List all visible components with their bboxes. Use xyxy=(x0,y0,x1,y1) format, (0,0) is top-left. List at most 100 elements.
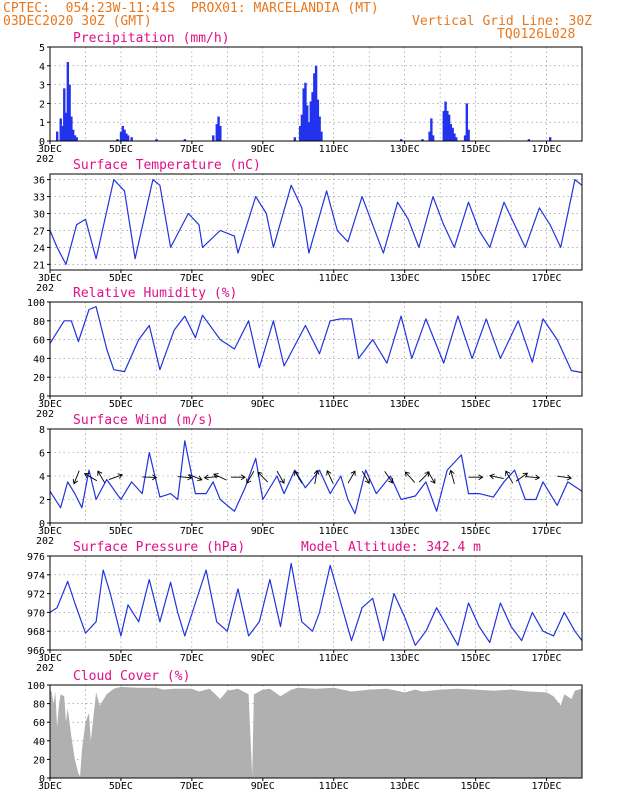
precip-bar xyxy=(121,125,125,141)
y-tick-label: 40 xyxy=(33,737,45,748)
wind-arrow xyxy=(418,471,430,483)
wind-arrow xyxy=(489,473,504,480)
precip-bar xyxy=(215,124,218,141)
precip-bar xyxy=(316,99,320,141)
y-tick-label: 0 xyxy=(39,392,45,403)
y-tick-label: 0 xyxy=(39,519,45,530)
y-tick-label: 33 xyxy=(33,193,45,204)
precip-bar xyxy=(212,135,215,141)
y-tick-label: 976 xyxy=(27,552,45,563)
precip-bar xyxy=(313,73,316,141)
x-tick-label: 5DEC xyxy=(109,653,133,664)
wind-arrow xyxy=(213,473,227,481)
x-tick-label-cut: 202 xyxy=(36,409,54,420)
wind-arrow xyxy=(257,471,269,483)
header-datetime: 03DEC2020 30Z (GMT) xyxy=(3,14,152,29)
wind-arrow xyxy=(108,473,123,481)
x-tick-label-cut: 202 xyxy=(36,154,54,165)
x-tick-label: 9DEC xyxy=(251,526,275,537)
y-tick-label: 60 xyxy=(33,336,45,347)
wind-arrow xyxy=(505,470,514,484)
precip-bar xyxy=(183,139,187,141)
x-tick-label: 13DEC xyxy=(390,273,420,284)
wind-arrow xyxy=(294,470,303,484)
y-tick-label: 0 xyxy=(39,774,45,785)
precip-bar xyxy=(430,118,433,141)
x-tick-label: 7DEC xyxy=(180,653,204,664)
x-tick-label: 5DEC xyxy=(109,781,133,792)
x-tick-label: 3DEC xyxy=(38,653,62,664)
x-tick-label: 9DEC xyxy=(251,399,275,410)
precip-bar xyxy=(311,92,314,141)
precip-bar xyxy=(527,139,531,141)
y-tick-label: 1 xyxy=(39,118,45,129)
y-tick-label: 21 xyxy=(33,260,45,271)
x-tick-label: 15DEC xyxy=(461,144,491,155)
precip-bar xyxy=(55,131,59,141)
precip-bar xyxy=(298,125,302,141)
precip-bar xyxy=(71,129,75,141)
precip-bar xyxy=(68,84,71,141)
x-tick-label: 13DEC xyxy=(390,526,420,537)
y-tick-label: 974 xyxy=(27,571,45,582)
x-tick-label: 7DEC xyxy=(180,399,204,410)
x-tick-label: 15DEC xyxy=(461,273,491,284)
y-tick-label: 2 xyxy=(39,496,45,507)
y-tick-label: 0 xyxy=(39,137,45,148)
x-tick-label-cut: 202 xyxy=(36,536,54,547)
precip-bar xyxy=(451,127,454,141)
precip-bar xyxy=(428,131,431,141)
y-tick-label: 36 xyxy=(33,176,45,187)
y-tick-label: 30 xyxy=(33,210,45,221)
precip-bar xyxy=(454,137,458,141)
x-tick-label: 13DEC xyxy=(390,399,420,410)
x-tick-label: 17DEC xyxy=(531,526,561,537)
y-tick-label: 2 xyxy=(39,99,45,110)
x-tick-label: 17DEC xyxy=(531,273,561,284)
x-tick-label: 13DEC xyxy=(390,653,420,664)
x-tick-label: 5DEC xyxy=(109,399,133,410)
wind-arrow xyxy=(276,470,285,484)
y-tick-label: 40 xyxy=(33,354,45,365)
y-tick-label: 80 xyxy=(33,700,45,711)
panel-frame xyxy=(49,301,583,397)
precip-bar xyxy=(300,114,304,141)
y-tick-label: 966 xyxy=(27,646,45,657)
y-tick-label: 4 xyxy=(39,62,45,73)
precip-bar xyxy=(314,65,318,141)
wind-arrow xyxy=(83,473,98,482)
x-tick-label: 15DEC xyxy=(461,653,491,664)
x-tick-label: 11DEC xyxy=(319,144,349,155)
precip-bar xyxy=(442,110,445,141)
precip-bar xyxy=(320,131,323,141)
y-tick-label: 6 xyxy=(39,449,45,460)
temperature-series-line xyxy=(49,179,583,265)
x-tick-label: 17DEC xyxy=(531,653,561,664)
precip-bar xyxy=(400,139,403,141)
x-tick-label: 7DEC xyxy=(180,144,204,155)
precip-bar xyxy=(123,129,126,141)
wind-arrow xyxy=(97,470,106,484)
wind-arrow xyxy=(326,470,334,484)
precip-bar xyxy=(125,133,128,141)
precip-bar xyxy=(217,116,220,141)
y-tick-label: 20 xyxy=(33,755,45,766)
x-tick-label: 11DEC xyxy=(319,399,349,410)
y-tick-label: 100 xyxy=(27,298,45,309)
precip-bar xyxy=(463,135,467,141)
panel-frame xyxy=(49,555,583,651)
wind-arrow xyxy=(142,474,158,481)
panel-title: Precipitation (mm/h) xyxy=(73,31,230,46)
y-tick-label: 5 xyxy=(39,43,45,54)
precip-bar xyxy=(421,139,424,141)
precip-bar xyxy=(63,88,66,141)
x-tick-label: 11DEC xyxy=(319,781,349,792)
wind-arrow xyxy=(448,469,455,485)
wind-arrow xyxy=(384,471,394,484)
y-tick-label: 970 xyxy=(27,608,45,619)
y-tick-label: 3 xyxy=(39,81,45,92)
precip-bar xyxy=(453,133,456,141)
x-tick-label: 11DEC xyxy=(319,273,349,284)
precip-bar xyxy=(155,139,158,141)
